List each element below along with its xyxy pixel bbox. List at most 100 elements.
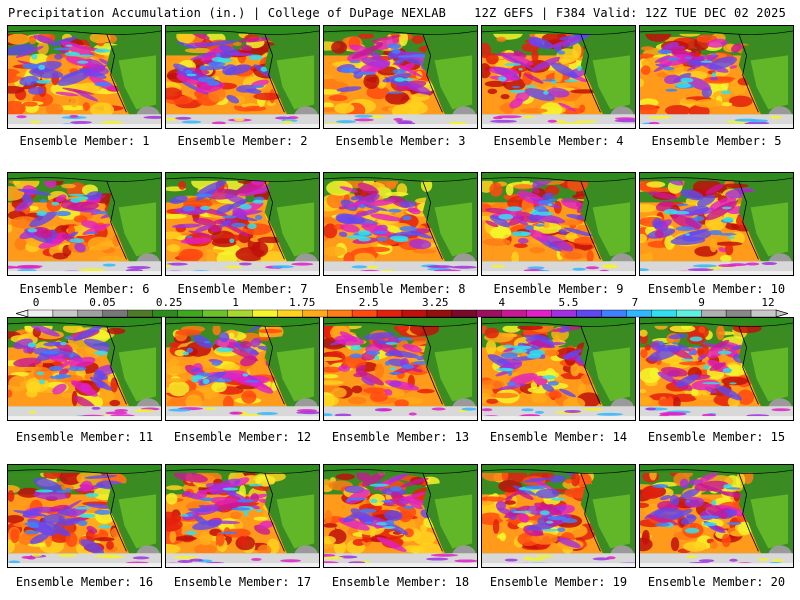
scale-color-swatch	[451, 309, 477, 318]
ensemble-member-map	[7, 317, 162, 421]
ensemble-member-label: Ensemble Member: 17	[173, 575, 312, 589]
ensemble-member-map	[481, 25, 636, 129]
precipitation-color-scale: 0 0.05 0.25 1 1.75 2.5 3.25 4 5.5 7 9 12	[16, 296, 788, 318]
scale-color-swatch	[701, 309, 727, 318]
precipitation-map-image	[166, 465, 319, 567]
scale-color-swatch	[227, 309, 253, 318]
scale-color-swatch	[601, 309, 627, 318]
precipitation-map-image	[640, 173, 793, 275]
scale-tick-label: 3.25	[422, 296, 449, 309]
ensemble-member-label: Ensemble Member: 1	[19, 134, 150, 148]
precipitation-map-image	[640, 26, 793, 128]
ensemble-member-label: Ensemble Member: 13	[331, 430, 470, 444]
precipitation-map-image	[166, 173, 319, 275]
ensemble-member-label: Ensemble Member: 4	[493, 134, 624, 148]
scale-left-arrow	[16, 309, 29, 318]
scale-right-arrow	[775, 309, 788, 318]
scale-tick-label: 0.05	[89, 296, 116, 309]
ensemble-member-map	[481, 172, 636, 276]
scale-color-swatch	[401, 309, 428, 318]
ensemble-member-map	[7, 464, 162, 568]
precipitation-map-image	[166, 26, 319, 128]
scale-tick-label: 9	[698, 296, 705, 309]
ensemble-member-map	[639, 25, 794, 129]
scale-color-swatch	[327, 309, 353, 318]
ensemble-member-label: Ensemble Member: 5	[651, 134, 782, 148]
scale-color-swatch	[152, 309, 178, 318]
scale-color-swatch	[576, 309, 602, 318]
precipitation-map-image	[482, 465, 635, 567]
scale-color-swatch	[277, 309, 303, 318]
ensemble-member-label: Ensemble Member: 12	[173, 430, 312, 444]
scale-tick-label: 7	[632, 296, 639, 309]
scale-tick-label: 4	[498, 296, 505, 309]
ensemble-member-label: Ensemble Member: 8	[335, 282, 466, 296]
ensemble-member-map	[165, 172, 320, 276]
scale-color-swatch	[351, 309, 378, 318]
scale-color-swatch	[252, 309, 278, 318]
ensemble-member-label: Ensemble Member: 3	[335, 134, 466, 148]
scale-color-swatch	[302, 309, 328, 318]
scale-color-swatch	[52, 309, 79, 318]
ensemble-member-map	[639, 464, 794, 568]
scale-color-swatch	[376, 309, 403, 318]
scale-color-swatch	[725, 309, 752, 318]
precipitation-map-image	[324, 26, 477, 128]
scale-color-swatch	[626, 309, 652, 318]
scale-color-swatch	[476, 309, 502, 318]
ensemble-member-map	[481, 317, 636, 421]
precipitation-map-image	[8, 173, 161, 275]
scale-color-swatch	[127, 309, 153, 318]
scale-color-swatch	[676, 309, 702, 318]
map-title: Precipitation Accumulation (in.) | Colle…	[8, 6, 447, 20]
scale-tick-label: 2.5	[359, 296, 379, 309]
scale-tick-label: 0	[33, 296, 40, 309]
scale-color-swatch	[102, 309, 128, 318]
model-run-info: 12Z GEFS | F384 Valid: 12Z TUE DEC 02 20…	[474, 6, 786, 20]
scale-color-swatch	[77, 309, 103, 318]
ensemble-member-map	[7, 172, 162, 276]
scale-color-swatch	[426, 309, 453, 318]
precipitation-map-image	[482, 26, 635, 128]
scale-color-swatch	[651, 309, 677, 318]
ensemble-member-label: Ensemble Member: 9	[493, 282, 624, 296]
scale-tick-label: 5.5	[558, 296, 578, 309]
ensemble-member-label: Ensemble Member: 15	[647, 430, 786, 444]
ensemble-member-map	[323, 317, 478, 421]
precipitation-map-image	[324, 318, 477, 420]
ensemble-member-map	[639, 317, 794, 421]
ensemble-member-label: Ensemble Member: 18	[331, 575, 470, 589]
scale-color-swatch	[501, 309, 527, 318]
precipitation-map-image	[640, 465, 793, 567]
scale-color-swatch	[526, 309, 552, 318]
ensemble-member-label: Ensemble Member: 16	[15, 575, 154, 589]
ensemble-member-map	[323, 172, 478, 276]
precipitation-map-image	[8, 26, 161, 128]
scale-color-swatch	[551, 309, 577, 318]
ensemble-member-label: Ensemble Member: 20	[647, 575, 786, 589]
scale-tick-label: 1.75	[289, 296, 316, 309]
ensemble-member-map	[639, 172, 794, 276]
scale-color-swatch	[27, 309, 54, 318]
precipitation-map-image	[640, 318, 793, 420]
precipitation-map-image	[324, 465, 477, 567]
ensemble-member-map	[7, 25, 162, 129]
ensemble-member-label: Ensemble Member: 2	[177, 134, 308, 148]
ensemble-member-label: Ensemble Member: 19	[489, 575, 628, 589]
scale-color-swatch	[177, 309, 203, 318]
precipitation-map-image	[324, 173, 477, 275]
ensemble-member-map	[323, 25, 478, 129]
scale-tick-label: 1	[232, 296, 239, 309]
precipitation-map-image	[482, 173, 635, 275]
ensemble-member-map	[165, 317, 320, 421]
precipitation-map-image	[482, 318, 635, 420]
scale-color-swatch	[202, 309, 228, 318]
ensemble-member-map	[323, 464, 478, 568]
precipitation-map-image	[166, 318, 319, 420]
precipitation-map-image	[8, 465, 161, 567]
ensemble-member-map	[481, 464, 636, 568]
ensemble-member-label: Ensemble Member: 7	[177, 282, 308, 296]
ensemble-member-map	[165, 464, 320, 568]
scale-tick-label: 12	[761, 296, 774, 309]
ensemble-member-map	[165, 25, 320, 129]
